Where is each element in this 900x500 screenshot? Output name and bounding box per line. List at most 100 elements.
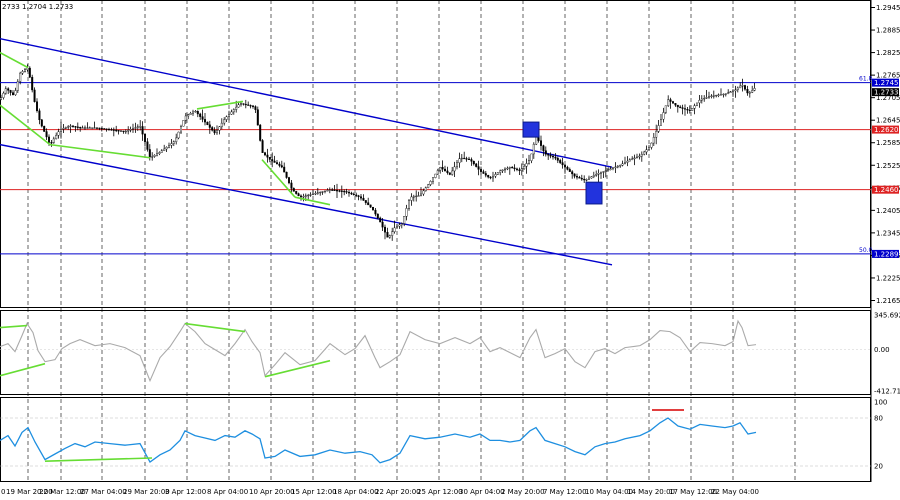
candle-body	[379, 217, 382, 223]
candle-body	[194, 111, 197, 113]
candle-body	[14, 90, 17, 96]
candle-body	[374, 209, 377, 215]
candle-body	[280, 165, 283, 168]
candle-body	[175, 137, 178, 142]
candle-body	[4, 88, 7, 94]
candle-body	[81, 127, 84, 129]
candle-body	[268, 156, 271, 160]
candle-body	[86, 127, 89, 129]
candle-body	[688, 109, 691, 111]
candle-body	[273, 160, 276, 163]
candle-body	[103, 128, 106, 130]
candle-body	[251, 105, 254, 107]
candle-body	[547, 154, 550, 156]
candle-body	[83, 127, 86, 129]
candle-body	[396, 225, 399, 229]
x-axis-label: 15 Apr 12:00	[291, 488, 337, 496]
candle-body	[328, 189, 331, 191]
candle-body	[331, 189, 334, 191]
price-divergence-line	[294, 196, 331, 206]
candle-body	[297, 193, 300, 197]
candle-body	[686, 109, 689, 111]
candle-body	[614, 166, 617, 169]
candle-body	[249, 105, 252, 107]
candle-body	[664, 105, 667, 113]
candle-body	[28, 67, 31, 78]
candle-body	[662, 112, 665, 120]
candle-body	[0, 97, 2, 100]
trend-line	[0, 143, 613, 266]
candle-body	[432, 177, 435, 182]
candle-body	[352, 193, 355, 196]
x-axis-label: 22 Apr 20:00	[375, 488, 421, 496]
candle-body	[700, 98, 703, 101]
candle-body	[513, 167, 516, 170]
candle-body	[715, 94, 718, 97]
candle-body	[441, 167, 444, 170]
x-axis-label: 8 Apr 04:00	[207, 488, 248, 496]
candle-body	[628, 159, 631, 162]
candle-body	[285, 171, 288, 178]
candle-body	[333, 189, 336, 191]
candle-body	[43, 125, 46, 132]
candle-body	[129, 129, 132, 131]
candle-body	[391, 231, 394, 236]
candle-body	[585, 179, 588, 181]
candle-body	[746, 89, 749, 94]
candle-body	[187, 114, 190, 117]
candle-body	[141, 126, 144, 135]
fib-level-label: 50.0	[859, 247, 873, 254]
candle-body	[566, 166, 569, 170]
candle-body	[717, 94, 720, 96]
candle-body	[225, 116, 228, 120]
candle-body	[220, 122, 223, 127]
candle-body	[19, 72, 22, 82]
candle-body	[48, 136, 51, 143]
candle-body	[427, 184, 430, 188]
price-divergence-line	[0, 104, 51, 146]
candle-body	[616, 165, 619, 168]
candle-body	[480, 169, 483, 172]
candle-body	[338, 190, 341, 192]
candle-body	[729, 91, 732, 93]
candle-body	[657, 125, 660, 132]
candle-body	[542, 145, 545, 151]
candle-body	[55, 135, 58, 140]
candle-body	[734, 89, 737, 92]
candle-body	[489, 176, 492, 179]
candle-body	[592, 175, 595, 177]
candle-body	[691, 108, 694, 111]
candle-body	[727, 92, 730, 94]
channel-trend-lines	[0, 38, 613, 266]
x-axis-label: 14 May 20:00	[627, 488, 675, 496]
candle-body	[456, 162, 459, 168]
candle-body	[93, 127, 96, 129]
candle-body	[203, 119, 206, 123]
candle-body	[705, 97, 708, 99]
candle-body	[309, 194, 312, 196]
candle-body	[588, 177, 591, 180]
candle-body	[9, 90, 12, 93]
candle-body	[655, 131, 658, 138]
candle-body	[314, 193, 317, 195]
candle-body	[648, 147, 651, 150]
price-tick-label: 1.2165	[876, 297, 900, 305]
candle-body	[345, 191, 348, 193]
price-tick-label: 1.2705	[876, 94, 900, 102]
candle-body	[408, 200, 411, 209]
price-tick-label: 1.2405	[876, 207, 900, 215]
candle-body	[136, 126, 139, 128]
cci-panel-frame	[0, 310, 871, 395]
candle-body	[11, 92, 14, 96]
candle-body	[626, 160, 629, 163]
candle-body	[458, 158, 461, 164]
cci-tick-label: 0.00	[874, 346, 890, 354]
candle-body	[223, 119, 226, 124]
level-price-tag	[872, 125, 899, 134]
level-price-tag	[872, 185, 899, 194]
candle-body	[134, 127, 137, 129]
candle-body	[508, 167, 511, 169]
candle-body	[400, 223, 403, 226]
cci-divergence-line	[0, 324, 28, 329]
candle-body	[751, 90, 754, 93]
